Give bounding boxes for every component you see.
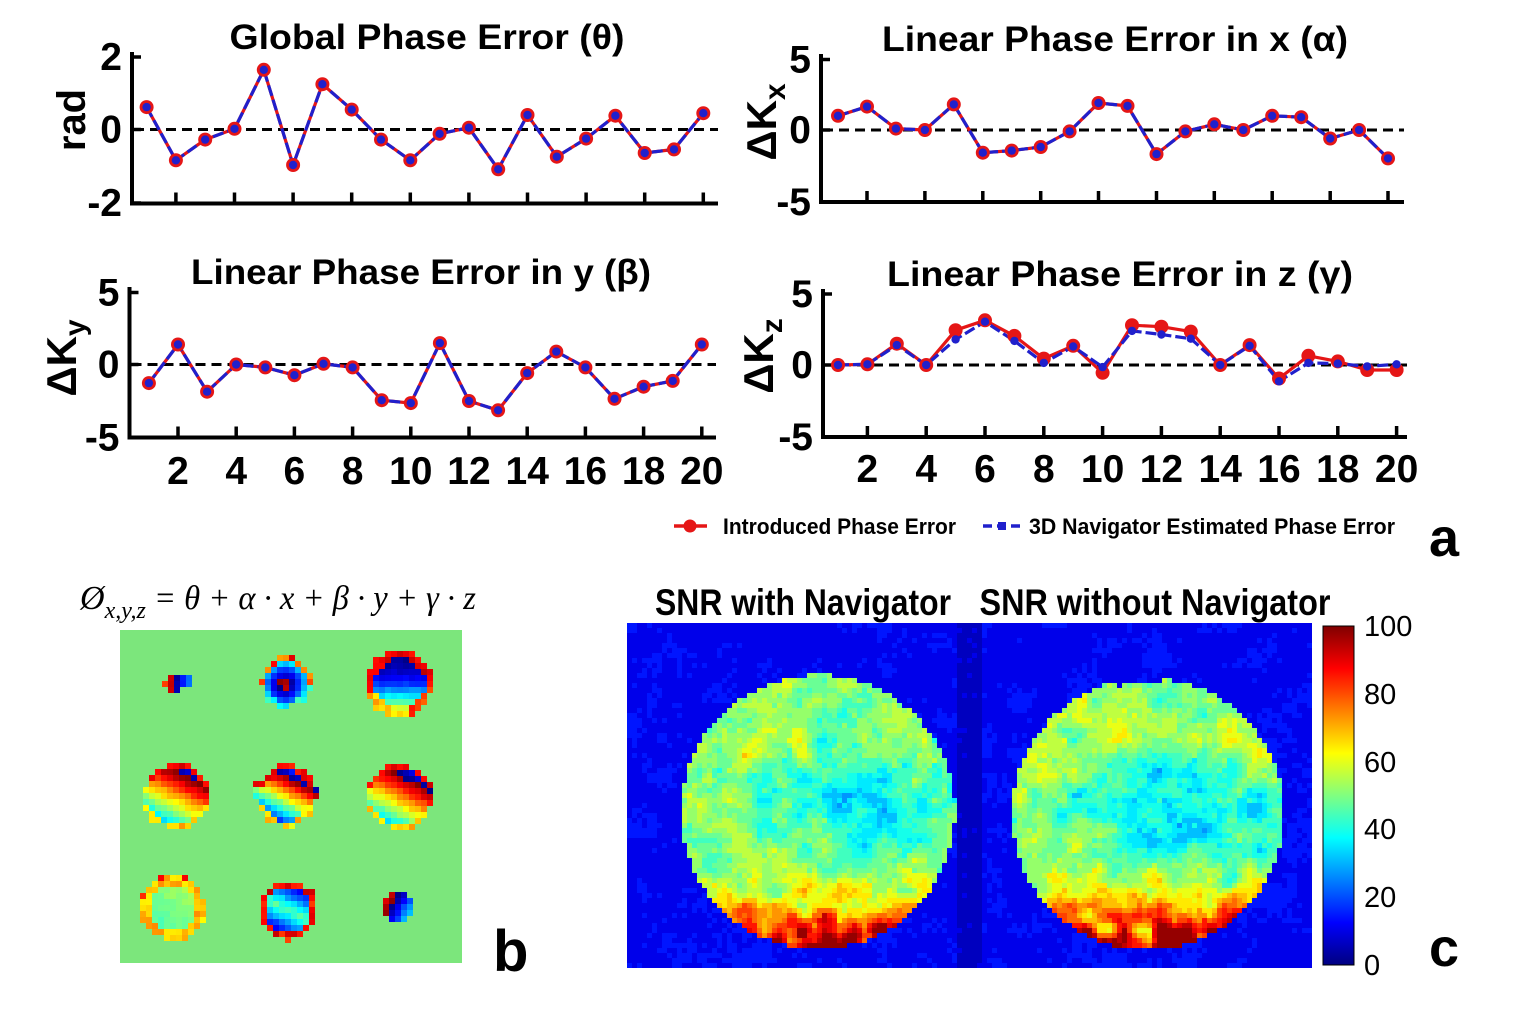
svg-text:16: 16 (1257, 448, 1300, 491)
svg-text:14: 14 (1199, 448, 1243, 491)
svg-text:60: 60 (1364, 747, 1396, 779)
svg-text:-5: -5 (85, 417, 120, 460)
svg-text:b: b (493, 919, 528, 984)
svg-text:16: 16 (564, 450, 607, 493)
svg-text:Introduced Phase Error: Introduced Phase Error (723, 514, 956, 539)
svg-text:18: 18 (1316, 448, 1359, 491)
svg-text:Global Phase Error (θ): Global Phase Error (θ) (230, 18, 625, 57)
svg-text:3D Navigator Estimated Phase E: 3D Navigator Estimated Phase Error (1029, 514, 1395, 539)
svg-text:Linear Phase Error in y (β): Linear Phase Error in y (β) (191, 253, 651, 292)
svg-text:10: 10 (389, 450, 432, 493)
svg-text:Linear Phase Error in z (γ): Linear Phase Error in z (γ) (887, 255, 1353, 294)
svg-text:-5: -5 (778, 416, 813, 459)
svg-text:8: 8 (342, 450, 364, 493)
svg-text:20: 20 (1364, 882, 1396, 914)
svg-text:ΔKx: ΔKx (738, 83, 792, 161)
svg-text:Linear Phase Error in x (α): Linear Phase Error in x (α) (882, 20, 1348, 59)
svg-text:0: 0 (1364, 950, 1380, 982)
svg-text:ΔKz: ΔKz (735, 318, 789, 394)
svg-text:rad: rad (50, 89, 94, 151)
svg-text:SNR without Navigator: SNR without Navigator (980, 582, 1331, 623)
svg-text:5: 5 (791, 273, 813, 316)
svg-text:12: 12 (447, 450, 490, 493)
svg-text:8: 8 (1033, 448, 1055, 491)
svg-text:40: 40 (1364, 814, 1396, 846)
svg-text:0: 0 (791, 344, 813, 387)
svg-text:-5: -5 (776, 181, 811, 224)
svg-text:0: 0 (789, 109, 811, 152)
svg-text:4: 4 (225, 450, 247, 493)
svg-text:2: 2 (100, 36, 122, 79)
svg-text:4: 4 (915, 448, 937, 491)
svg-text:6: 6 (284, 450, 306, 493)
svg-text:ΔKy: ΔKy (38, 319, 92, 397)
svg-text:Øx,y,z = θ + α · x + β · y + γ: Øx,y,z = θ + α · x + β · y + γ · z (79, 580, 476, 624)
svg-text:20: 20 (1375, 448, 1418, 491)
svg-text:20: 20 (680, 450, 723, 493)
svg-text:80: 80 (1364, 679, 1396, 711)
svg-text:100: 100 (1364, 611, 1412, 643)
svg-text:18: 18 (622, 450, 665, 493)
svg-text:12: 12 (1140, 448, 1183, 491)
svg-text:0: 0 (98, 344, 120, 387)
svg-text:14: 14 (506, 450, 550, 493)
svg-text:10: 10 (1081, 448, 1124, 491)
svg-text:a: a (1429, 508, 1460, 568)
svg-text:c: c (1429, 918, 1459, 978)
svg-text:-2: -2 (87, 182, 122, 225)
svg-text:5: 5 (789, 39, 811, 82)
svg-text:5: 5 (98, 272, 120, 315)
svg-text:6: 6 (974, 448, 996, 491)
svg-text:2: 2 (857, 448, 879, 491)
svg-text:SNR with Navigator: SNR with Navigator (655, 582, 951, 623)
svg-text:2: 2 (167, 450, 189, 493)
svg-text:0: 0 (100, 109, 122, 152)
